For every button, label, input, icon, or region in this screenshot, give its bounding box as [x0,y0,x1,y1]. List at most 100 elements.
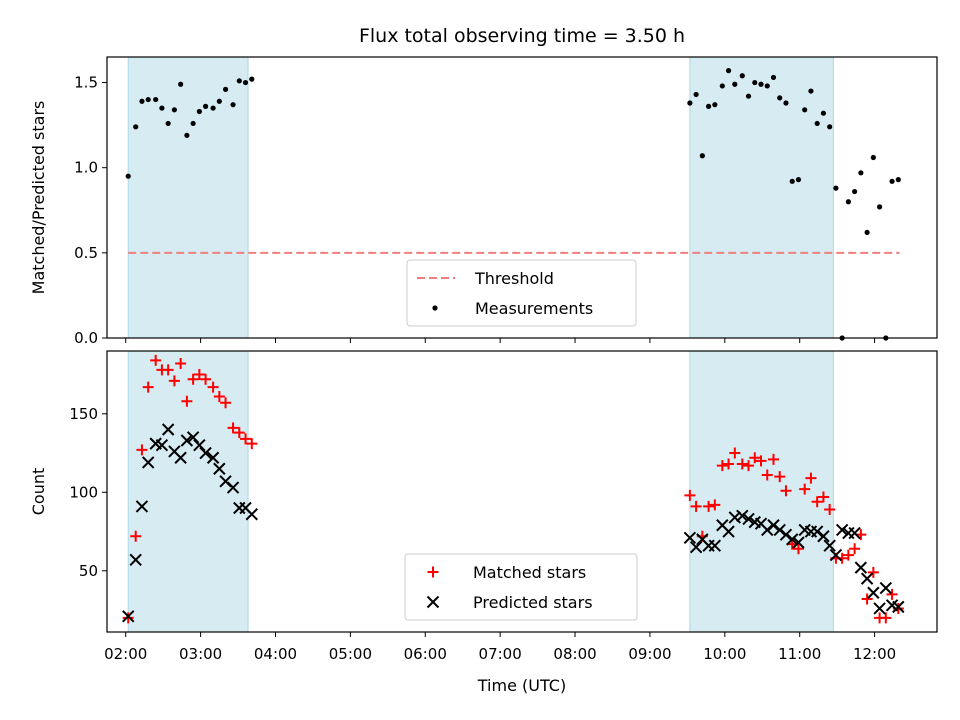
legend-box [404,553,638,621]
measurement-point [820,110,827,116]
predicted-star-point [708,539,722,552]
matched-star-point [780,485,792,497]
predicted-star-point [873,602,886,615]
matched-star-point [716,460,728,472]
predicted-star-point [860,572,874,585]
predicted-star-point [199,446,212,460]
measurement-point [178,81,184,87]
predicted-star-point [174,451,187,464]
chart-title: Flux total observing time = 3.50 h [359,25,685,47]
matched-star-point [227,422,239,434]
measurement-point [864,229,870,236]
matched-star-point [805,472,817,484]
predicted-star-point [823,539,836,552]
predicted-star-point [141,456,155,469]
measurement-point [739,73,745,79]
matched-star-point [729,447,741,459]
matched-star-point [861,593,873,605]
predicted-star-point [736,509,749,523]
predicted-star-point [722,525,735,538]
measurement-point [814,120,820,127]
legend-predicted-swatch [426,595,440,609]
matched-star-point [842,549,854,561]
matched-star-point [136,444,148,456]
matched-star-point [749,452,761,464]
measurement-point [845,199,851,205]
x-tick-label: 07:00 [479,645,522,663]
x-tick-label: 02:00 [104,645,147,663]
predicted-star-point [742,512,755,526]
predicted-star-point [817,530,830,543]
measurement-point [895,177,901,183]
matched-star-point [792,543,804,555]
matched-star-point [767,453,779,465]
measurement-point [827,124,833,130]
measurement-point [719,83,725,89]
measurement-point [196,108,202,115]
measurement-point [876,204,883,210]
predicted-star-point [829,548,843,562]
predicted-star-point [761,523,774,537]
matched-star-point [761,469,773,481]
measurement-point [870,154,876,161]
measurement-point [732,81,738,87]
measurement-point [249,76,255,82]
matched-star-point [817,491,829,503]
predicted-star-point [186,431,200,444]
predicted-star-point [779,528,793,541]
x-tick-label: 05:00 [329,645,372,663]
predicted-star-point [161,423,175,436]
predicted-star-point [728,511,742,524]
measurement-point [705,103,712,109]
measurement-point [777,95,783,101]
y-axis-label: Matched/Predicted stars [29,101,48,295]
measurement-point [210,105,216,111]
matched-star-point [703,500,715,512]
x-tick-label: 03:00 [179,645,222,663]
matched-star-point [142,381,154,393]
legend-entry-label: Matched stars [473,563,586,582]
predicted-star-point [135,500,149,513]
measurement-point [159,105,165,111]
predicted-star-point [792,536,805,549]
measurement-point [795,177,802,183]
matched-star-point [880,612,892,624]
bottom-panel: 50 100 150 02:00 03:00 04:00 05:00 06:00 07:00 08… [29,350,938,663]
measurement-point [789,178,795,184]
matched-star-point [150,354,162,366]
predicted-star-point [129,553,142,566]
measurement-point [222,86,229,92]
matched-star-point [799,483,811,495]
measurement-point [808,88,814,94]
predicted-star-point [689,541,703,554]
measurement-point [171,107,177,113]
predicted-star-point [226,481,240,494]
observing-interval-shade [127,56,249,339]
predicted-star-point [245,508,258,521]
matched-star-point [690,500,702,512]
measurement-point [216,98,222,104]
matched-star-point [122,612,134,624]
measurement-point [770,74,777,81]
measurement-point [687,100,693,106]
matched-star-point [193,369,205,381]
measurement-point [699,153,705,159]
measurement-point [889,178,895,184]
matched-star-point [849,543,861,555]
x-tick-label: 06:00 [404,645,447,663]
predicted-star-point [180,434,194,447]
matched-star-point [175,358,187,370]
x-tick-label: 10:00 [703,645,746,663]
predicted-star-point [122,610,135,623]
measurement-point [852,188,858,195]
predicted-star-point [892,600,905,614]
predicted-star-point [683,531,697,545]
measurement-point [758,81,764,87]
y-tick-label: 100 [69,483,98,501]
measurement-point [783,100,789,106]
legend-matched-swatch [427,566,439,578]
matched-star-point [743,460,755,472]
x-tick-label: 09:00 [628,645,671,663]
measurement-point [764,83,770,89]
